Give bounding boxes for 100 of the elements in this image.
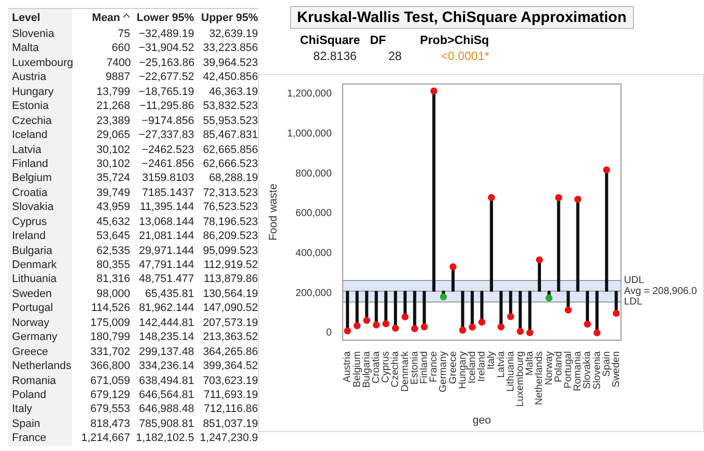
data-label: 53,832.523 — [202, 99, 258, 114]
data-label: 29,065 — [96, 128, 130, 142]
point — [555, 194, 562, 202]
category-label: Italy — [8, 402, 72, 417]
data-label: 81,962.144 — [138, 301, 194, 316]
data-label: 213,363.52 — [202, 330, 258, 345]
data-label: −11,295.86 — [138, 99, 194, 114]
data-label: 785,908.81 — [138, 416, 194, 432]
category-label: Spain — [8, 416, 72, 432]
data-label: 1,214,667 — [80, 431, 130, 446]
data-label: 207,573.19 — [202, 316, 258, 330]
ref-line-label: Avg = 208,906.0 — [624, 286, 698, 298]
data-label: 62,666.523 — [202, 156, 258, 172]
data-label: 366,800 — [89, 359, 130, 374]
x-tick-label: Czechia — [390, 350, 402, 388]
data-label: −18,765.19 — [138, 84, 194, 100]
data-label: 46,363.19 — [208, 84, 258, 100]
data-label: 76,523.523 — [202, 200, 258, 215]
category-label: Norway — [8, 316, 72, 330]
x-tick-label: Estonia — [409, 350, 420, 385]
y-tick-label: 1,200,000 — [287, 88, 332, 100]
x-tick-label: Slovenia — [592, 350, 603, 390]
x-tick-label: Denmark — [400, 350, 411, 392]
data-label: 11,395.144 — [138, 200, 194, 215]
data-label: −9174.856 — [140, 114, 194, 128]
category-label: Bulgaria — [8, 244, 72, 258]
point — [459, 326, 466, 334]
x-tick-label: Spain — [601, 351, 612, 377]
x-tick-label: Luxembourg — [514, 351, 526, 407]
data-label: 82.8136 — [312, 49, 358, 63]
x-tick-label: France — [428, 350, 440, 382]
text: Level — [8, 9, 72, 27]
data-label: 148,235.14 — [138, 330, 194, 345]
point — [498, 323, 505, 330]
data-label: 42,450.856 — [202, 70, 258, 85]
data-label: 47,791.144 — [138, 258, 194, 272]
data-label: 818,473 — [89, 416, 130, 432]
data-label: 112,919.52 — [202, 258, 258, 272]
category-label: Slovakia — [8, 200, 72, 215]
data-label: 180,799 — [89, 330, 130, 345]
data-label: −25,163.86 — [138, 56, 194, 70]
data-label: 364,265.86 — [202, 344, 258, 360]
point — [603, 166, 610, 174]
data-label: 78,196.523 — [202, 214, 258, 230]
point — [564, 306, 572, 314]
x-tick-label: Malta — [524, 350, 536, 376]
point — [526, 329, 534, 336]
x-tick-label: Bulgaria — [361, 350, 372, 388]
data-label: 147,090.52 — [202, 301, 258, 316]
point — [440, 293, 447, 300]
category-label: Slovenia — [8, 27, 72, 42]
data-label: −2461.856 — [140, 156, 194, 172]
point — [382, 320, 390, 328]
point — [488, 194, 495, 202]
data-label: −27,337.83 — [138, 128, 194, 142]
data-label: 7185.1437 — [141, 186, 194, 200]
data-label: 142,444.81 — [138, 316, 194, 330]
data-label: 114,526 — [90, 301, 130, 316]
category-label: Latvia — [8, 142, 72, 157]
data-label: 13,068.144 — [138, 214, 194, 230]
text: Upper 95% — [201, 12, 258, 24]
data-label: 130,564.19 — [202, 286, 258, 302]
data-label: 75 — [116, 27, 130, 42]
data-label: 32,639.19 — [208, 27, 258, 42]
data-label: 711,693.19 — [202, 388, 258, 402]
x-tick-label: Slovakia — [582, 350, 594, 390]
data-label: 1,247,230.9 — [198, 431, 258, 446]
data-label: 62,665.856 — [202, 142, 258, 157]
category-label: Iceland — [8, 128, 72, 142]
category-label: Estonia — [8, 99, 72, 114]
x-tick-label: Lithuania — [505, 350, 516, 392]
category-label: Sweden — [8, 286, 72, 302]
category-label: Croatia — [8, 186, 72, 200]
x-tick-label: Netherlands — [534, 351, 546, 406]
point — [516, 328, 524, 335]
category-label: France — [8, 431, 72, 446]
data-label: 851,037.19 — [202, 416, 258, 432]
x-tick-label: Romania — [572, 350, 584, 392]
data-label: 646,988.48 — [138, 402, 194, 417]
data-label: 9887 — [104, 70, 130, 85]
data-label: 65,435.81 — [144, 286, 194, 302]
data-label: 68,288.19 — [208, 171, 258, 186]
category-label: DF — [370, 33, 387, 47]
x-tick-label: Finland — [419, 351, 430, 384]
data-label: 712,116.86 — [202, 402, 258, 417]
x-tick-label: Latvia — [496, 350, 507, 378]
category-label: Hungary — [8, 84, 72, 100]
category-label: Germany — [8, 330, 72, 345]
data-label: 23,389 — [96, 114, 130, 128]
data-label: 95,099.523 — [202, 244, 258, 258]
point — [420, 323, 428, 330]
data-label: 299,137.48 — [138, 344, 194, 360]
point — [402, 313, 409, 320]
data-label: 660 — [110, 41, 130, 56]
data-label: 98,000 — [96, 286, 130, 302]
category-label: Belgium — [8, 171, 72, 186]
category-label: Luxembourg — [8, 56, 74, 70]
x-tick-label: Sweden — [610, 351, 622, 388]
x-tick-label: Belgium — [352, 351, 363, 388]
data-label: 30,102 — [96, 142, 130, 157]
